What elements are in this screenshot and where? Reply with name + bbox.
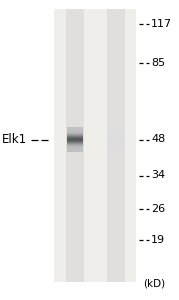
Bar — [67, 141, 83, 142]
Bar — [67, 149, 83, 150]
Bar — [67, 129, 83, 130]
Bar — [67, 140, 83, 141]
Bar — [54, 9, 136, 282]
Bar — [108, 142, 125, 143]
Bar — [108, 136, 125, 137]
Text: 85: 85 — [151, 58, 165, 68]
Bar — [108, 146, 125, 147]
Bar — [67, 148, 83, 149]
Bar — [67, 137, 83, 138]
Bar — [108, 133, 125, 134]
Bar — [67, 146, 83, 147]
Bar — [108, 134, 125, 135]
Bar — [108, 143, 125, 144]
Bar — [108, 132, 125, 133]
Bar — [108, 148, 125, 149]
Bar — [67, 132, 83, 133]
Text: 48: 48 — [151, 134, 166, 145]
Bar — [108, 141, 125, 142]
Bar — [107, 9, 125, 282]
Bar — [108, 140, 125, 141]
Bar — [108, 138, 125, 139]
Bar — [67, 128, 83, 129]
Bar — [108, 145, 125, 146]
Bar — [67, 145, 83, 146]
Bar — [108, 130, 125, 131]
Bar — [66, 9, 84, 282]
Bar — [108, 150, 125, 151]
Text: 117: 117 — [151, 19, 172, 29]
Bar — [67, 150, 83, 151]
Bar — [108, 149, 125, 150]
Bar — [67, 135, 83, 136]
Bar — [67, 147, 83, 148]
Bar — [108, 139, 125, 140]
Text: 34: 34 — [151, 170, 165, 181]
Text: 19: 19 — [151, 235, 165, 245]
Bar — [67, 127, 83, 128]
Bar — [108, 131, 125, 132]
Bar — [108, 135, 125, 136]
Bar — [67, 130, 83, 131]
Bar — [67, 133, 83, 134]
Bar — [67, 134, 83, 135]
Bar — [108, 128, 125, 129]
Bar — [67, 144, 83, 145]
Bar — [67, 138, 83, 139]
Bar — [67, 139, 83, 140]
Bar — [108, 144, 125, 145]
Text: Elk1: Elk1 — [2, 133, 27, 146]
Bar — [67, 151, 83, 152]
Bar — [67, 131, 83, 132]
Bar — [67, 136, 83, 137]
Bar — [67, 142, 83, 143]
Bar — [108, 151, 125, 152]
Text: 26: 26 — [151, 203, 165, 214]
Bar — [108, 147, 125, 148]
Bar — [108, 127, 125, 128]
Bar — [108, 129, 125, 130]
Bar — [67, 143, 83, 144]
Text: (kD): (kD) — [143, 278, 165, 289]
Bar — [108, 137, 125, 138]
